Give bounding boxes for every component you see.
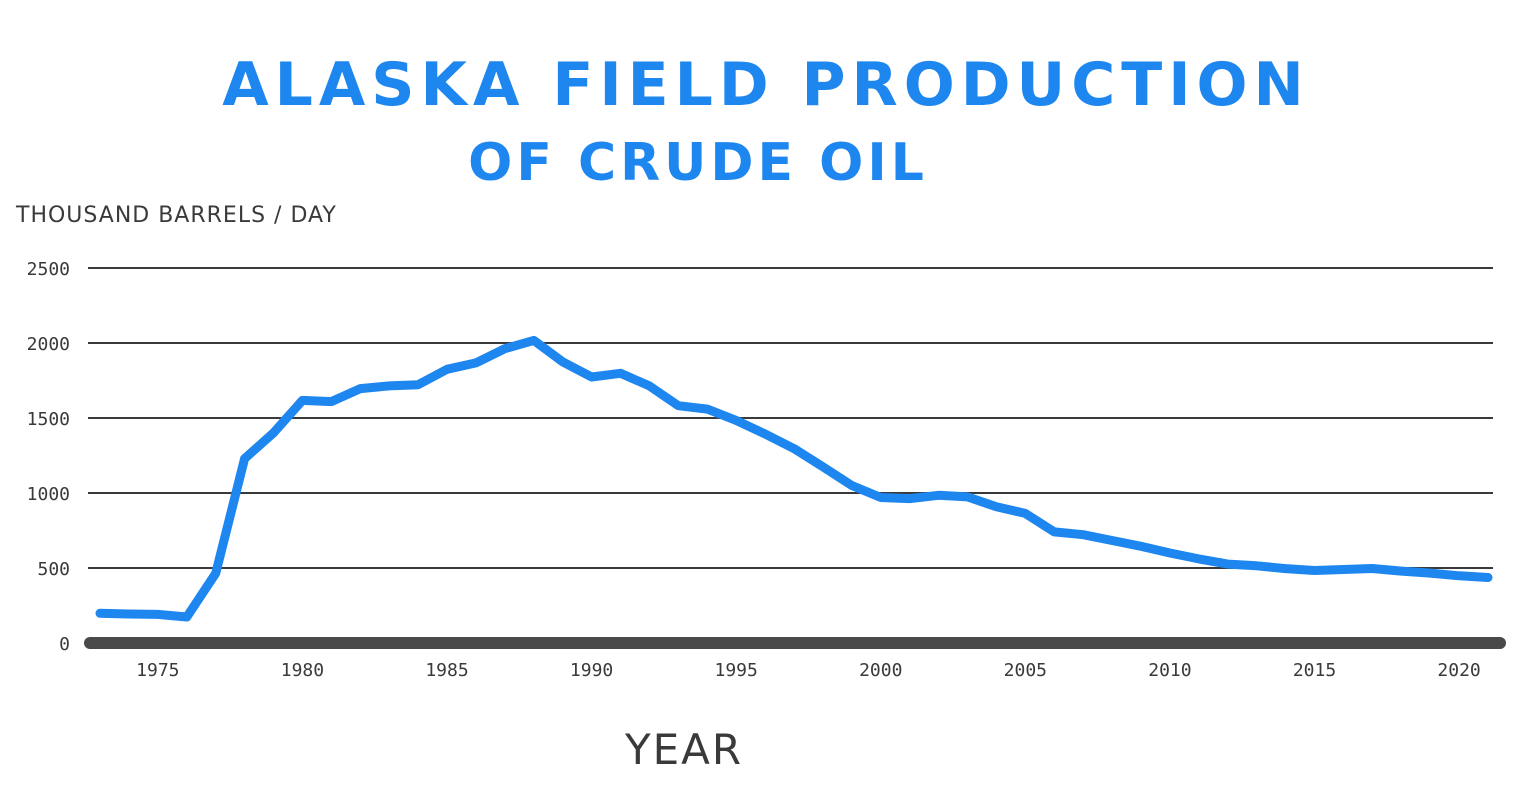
- y-tick-label-2000: 2000: [27, 334, 70, 355]
- chart-title: ALASKA FIELD PRODUCTION: [222, 50, 1310, 120]
- x-tick-label-1975: 1975: [136, 660, 179, 681]
- y-tick-label-0: 0: [59, 634, 70, 655]
- series-line-0: [95, 335, 1493, 622]
- y-tick-label-2500: 2500: [27, 259, 70, 280]
- x-tick-label-1995: 1995: [714, 660, 757, 681]
- x-axis-label: YEAR: [624, 725, 743, 774]
- y-tick-label-1500: 1500: [27, 409, 70, 430]
- y-tick-label-1000: 1000: [27, 484, 70, 505]
- data-series: [95, 335, 1493, 622]
- chart-subtitle: OF CRUDE OIL: [468, 133, 928, 193]
- y-tick-labels: 0 500 1000 1500 2000 2500: [27, 259, 70, 655]
- x-tick-label-2000: 2000: [859, 660, 902, 681]
- x-tick-label-2005: 2005: [1004, 660, 1047, 681]
- grid-lines: [88, 267, 1493, 569]
- x-tick-label-2020: 2020: [1437, 660, 1480, 681]
- x-tick-labels: 1975 1980 1985 1990 1995 2000 2005 2010 2015 2020: [136, 660, 1481, 681]
- x-tick-label-2015: 2015: [1293, 660, 1336, 681]
- x-tick-label-1985: 1985: [425, 660, 468, 681]
- x-tick-label-1990: 1990: [570, 660, 613, 681]
- x-tick-label-2010: 2010: [1148, 660, 1191, 681]
- y-axis-label: THOUSAND BARRELS / DAY: [15, 203, 337, 228]
- x-tick-label-1980: 1980: [281, 660, 324, 681]
- y-tick-label-500: 500: [37, 559, 70, 580]
